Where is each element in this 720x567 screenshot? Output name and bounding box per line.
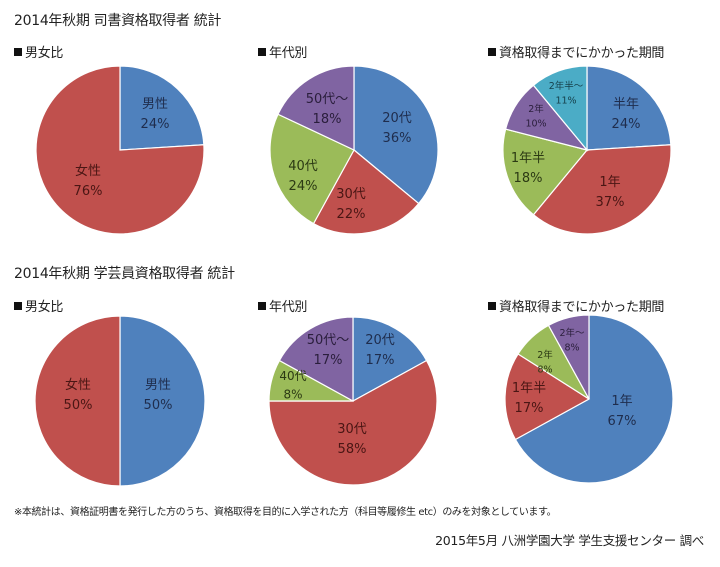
slice-label: 40代 8% (279, 369, 306, 402)
pie-slice (532, 65, 588, 152)
pie-slice (502, 128, 589, 216)
pie-slice (353, 65, 439, 205)
slice-label: 男性 50% (144, 378, 173, 413)
chart-title-text: 年代別 (269, 300, 308, 315)
slice-label: 半年 24% (612, 97, 641, 132)
chart-title: 男女比 (14, 42, 63, 61)
slice-label: 2年〜 8% (559, 327, 585, 354)
square-bullet-icon (258, 48, 266, 56)
pie-slice (514, 314, 674, 484)
section-title-librarian: 2014年秋期 司書資格取得者 統計 (14, 13, 222, 29)
slice-label: 20代 17% (365, 333, 395, 368)
section-title-curator: 2014年秋期 学芸員資格取得者 統計 (14, 266, 235, 282)
square-bullet-icon (14, 302, 22, 310)
slice-label: 1年 67% (608, 394, 637, 429)
pie-slice (504, 353, 591, 441)
pie-slice (268, 359, 438, 486)
pie-slice (119, 65, 205, 151)
slice-label: 1年 37% (596, 175, 625, 210)
slice-label: 女性 50% (64, 377, 93, 413)
pie-slice (34, 315, 121, 487)
pie-slice (532, 144, 672, 235)
slice-label: 1年半 17% (512, 381, 546, 416)
pie-slice (269, 113, 355, 225)
chart-title: 年代別 (258, 296, 307, 315)
chart-title: 男女比 (14, 296, 63, 315)
pie-slice (35, 65, 205, 235)
chart-title-text: 男女比 (25, 300, 64, 315)
pie-slice (278, 316, 354, 403)
slice-label: 2年 8% (537, 349, 553, 376)
pie-slice (586, 65, 672, 151)
slice-label: 50代〜 17% (307, 333, 350, 368)
slice-label: 30代 58% (337, 422, 367, 457)
pie-slice (277, 65, 355, 151)
square-bullet-icon (488, 302, 496, 310)
chart-title: 資格取得までにかかった期間 (488, 296, 664, 315)
slice-label: 40代 24% (288, 159, 318, 194)
chart-title-text: 資格取得までにかかった期間 (499, 46, 665, 61)
chart-title: 年代別 (258, 42, 307, 61)
pie-slice (119, 315, 206, 487)
slice-label: 50代〜 18% (306, 92, 349, 127)
credit-line: 2015年5月 八洲学園大学 学生支援センター 調べ (435, 533, 704, 548)
slice-label: 女性 76% (74, 163, 103, 199)
pie-slice (352, 316, 428, 403)
slice-label: 30代 22% (336, 187, 366, 222)
chart-title: 資格取得までにかかった期間 (488, 42, 664, 61)
square-bullet-icon (14, 48, 22, 56)
slice-label: 20代 36% (382, 111, 412, 146)
slice-label: 1年半 18% (511, 151, 545, 186)
pie-slice (312, 149, 420, 235)
chart-title-text: 資格取得までにかかった期間 (499, 300, 665, 315)
square-bullet-icon (488, 48, 496, 56)
slice-label: 男性 24% (141, 97, 170, 132)
chart-title-text: 年代別 (269, 46, 308, 61)
footnote: ※本統計は、資格証明書を発行した方のうち、資格取得を目的に入学された方（科目等履… (14, 507, 557, 518)
slice-label: 2年半〜 11% (549, 80, 584, 107)
chart-title-text: 男女比 (25, 46, 64, 61)
pie-slice (547, 314, 590, 400)
slice-label: 2年 10% (525, 103, 546, 130)
square-bullet-icon (258, 302, 266, 310)
